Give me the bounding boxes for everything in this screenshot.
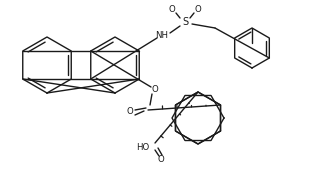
Text: HO: HO [136, 144, 150, 152]
Text: O: O [158, 156, 164, 164]
Text: O: O [169, 5, 176, 14]
Text: O: O [152, 85, 159, 95]
Text: S: S [182, 17, 188, 27]
Text: O: O [127, 108, 133, 117]
Text: NH: NH [155, 30, 168, 40]
Text: O: O [195, 5, 201, 14]
